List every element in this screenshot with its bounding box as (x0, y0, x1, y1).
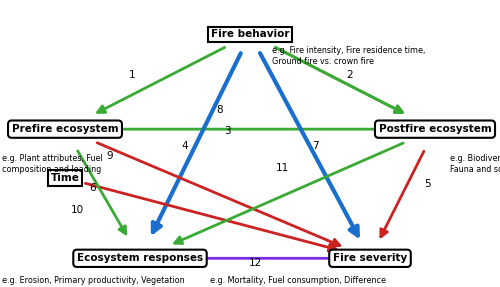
Text: Prefire ecosystem: Prefire ecosystem (12, 124, 118, 134)
Text: 1: 1 (129, 70, 136, 79)
Text: e.g. Fire intensity, Fire residence time,
Ground fire vs. crown fire: e.g. Fire intensity, Fire residence time… (272, 46, 426, 66)
Text: Time: Time (50, 173, 80, 183)
FancyArrowPatch shape (78, 151, 126, 234)
Text: e.g. Erosion, Primary productivity, Vegetation
recovery, Ecosystem vulnerability: e.g. Erosion, Primary productivity, Vege… (2, 276, 185, 287)
Text: e.g. Biodiversity, Biomass,
Fauna and soil quality: e.g. Biodiversity, Biomass, Fauna and so… (450, 154, 500, 174)
Text: 6: 6 (89, 183, 96, 193)
FancyArrowPatch shape (98, 47, 224, 113)
Text: 4: 4 (182, 141, 188, 151)
Text: 8: 8 (216, 106, 224, 115)
Text: 9: 9 (106, 152, 114, 161)
FancyArrowPatch shape (174, 143, 403, 244)
Text: e.g. Plant attributes, Fuel
composition and loading: e.g. Plant attributes, Fuel composition … (2, 154, 103, 174)
Text: 5: 5 (424, 179, 431, 189)
FancyArrowPatch shape (105, 125, 392, 133)
Text: Ecosystem responses: Ecosystem responses (77, 253, 203, 263)
FancyArrowPatch shape (183, 255, 336, 262)
Text: 10: 10 (71, 205, 84, 214)
FancyArrowPatch shape (260, 53, 358, 236)
Text: Postfire ecosystem: Postfire ecosystem (378, 124, 492, 134)
FancyArrowPatch shape (153, 53, 241, 232)
Text: 11: 11 (276, 163, 289, 173)
FancyArrowPatch shape (381, 151, 424, 237)
FancyArrowPatch shape (86, 183, 336, 251)
Text: 12: 12 (248, 259, 262, 268)
Text: 3: 3 (224, 126, 231, 135)
Text: e.g. Mortality, Fuel consumption, Difference
between prefire and postfire ecosys: e.g. Mortality, Fuel consumption, Differ… (210, 276, 386, 287)
Text: Fire behavior: Fire behavior (211, 30, 289, 39)
FancyArrowPatch shape (276, 47, 402, 113)
FancyArrowPatch shape (97, 143, 340, 246)
FancyArrowPatch shape (276, 47, 402, 113)
Text: 7: 7 (312, 141, 318, 151)
Text: 2: 2 (346, 70, 354, 79)
Text: Fire severity: Fire severity (333, 253, 407, 263)
